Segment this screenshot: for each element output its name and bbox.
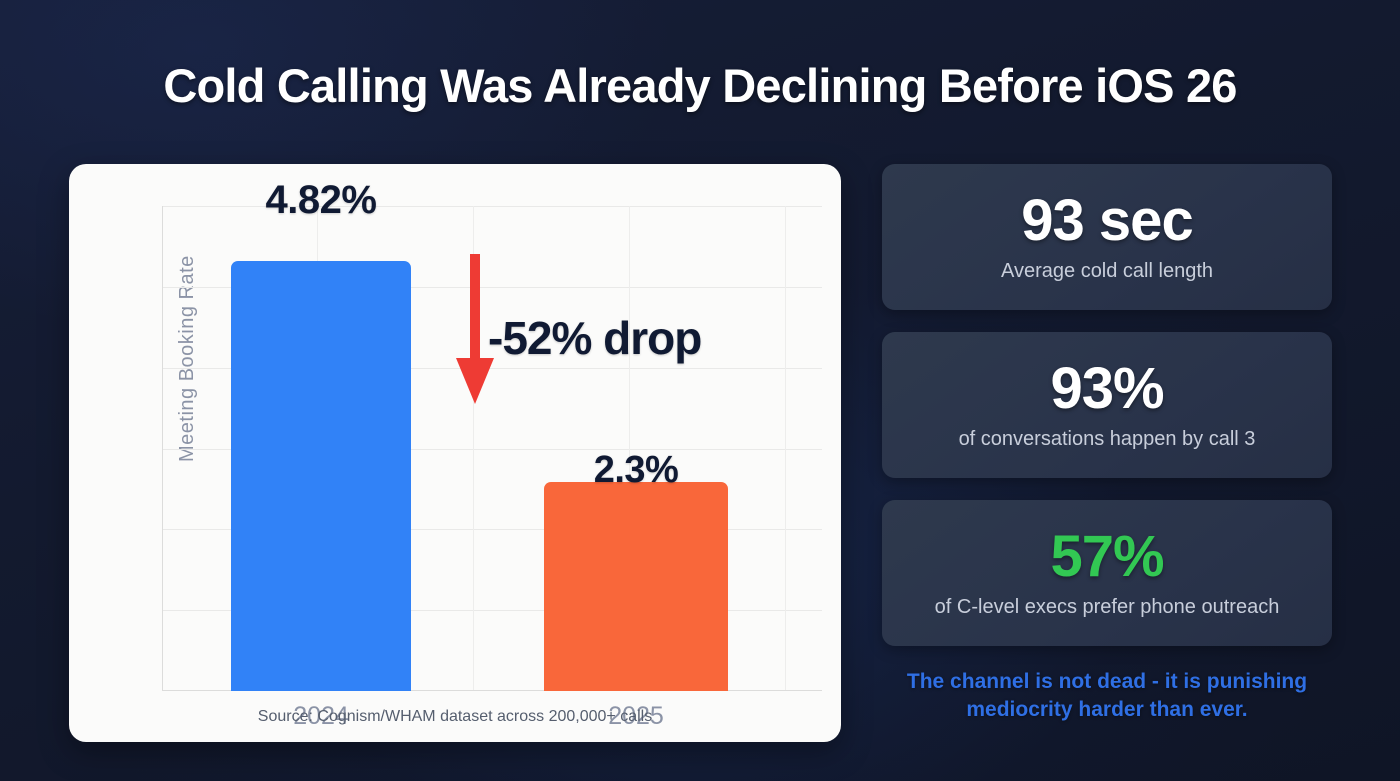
gridline-horizontal bbox=[162, 368, 822, 369]
source-note: Source: Cognism/WHAM dataset across 200,… bbox=[257, 708, 653, 725]
x-axis-line bbox=[162, 690, 822, 691]
drop-annotation: -52% drop bbox=[488, 312, 702, 364]
stat-label: of conversations happen by call 3 bbox=[958, 427, 1256, 450]
kicker-text: The channel is not dead - it is punishin… bbox=[882, 668, 1332, 725]
stat-label: Average cold call length bbox=[1001, 259, 1213, 282]
x-tick-2024: 2024 bbox=[293, 702, 349, 730]
stats-panel: 93 sec Average cold call length 93% of c… bbox=[882, 164, 1332, 725]
y-axis-line bbox=[162, 206, 163, 691]
stat-label: of C-level execs prefer phone outreach bbox=[934, 595, 1280, 618]
bar-2024[interactable] bbox=[231, 261, 411, 691]
plot-area: 4.82% 2.3% -52% drop 2024 2025 bbox=[162, 178, 822, 730]
stat-value: 57% bbox=[1050, 524, 1164, 590]
bar-2025[interactable] bbox=[544, 482, 728, 691]
gridline-horizontal bbox=[162, 529, 822, 530]
kicker-line-1: The channel is not dead - it is punishin… bbox=[906, 670, 1308, 693]
stat-card-call-length[interactable]: 93 sec Average cold call length bbox=[882, 164, 1332, 310]
gridline-vertical bbox=[785, 206, 786, 691]
x-tick-2025: 2025 bbox=[608, 702, 664, 730]
stat-value: 93% bbox=[1050, 356, 1164, 422]
gridline-horizontal bbox=[162, 449, 822, 450]
page-title: Cold Calling Was Already Declining Befor… bbox=[163, 59, 1237, 112]
gridline-horizontal bbox=[162, 287, 822, 288]
gridline-horizontal bbox=[162, 206, 822, 207]
chart-card: Meeting Booking Rate 4.82% 2.3% -52 bbox=[69, 164, 841, 742]
stat-card-c-level[interactable]: 57% of C-level execs prefer phone outrea… bbox=[882, 500, 1332, 646]
gridline-horizontal bbox=[162, 610, 822, 611]
bar-value-2025: 2.3% bbox=[593, 449, 679, 491]
stat-value: 93 sec bbox=[1021, 188, 1193, 254]
gridline-vertical bbox=[473, 206, 474, 691]
stat-card-conversations[interactable]: 93% of conversations happen by call 3 bbox=[882, 332, 1332, 478]
down-arrow-icon bbox=[452, 254, 498, 411]
bar-value-2024: 4.82% bbox=[265, 178, 377, 222]
kicker-line-2: mediocrity harder than ever. bbox=[966, 698, 1248, 722]
gridline-vertical bbox=[629, 206, 630, 691]
